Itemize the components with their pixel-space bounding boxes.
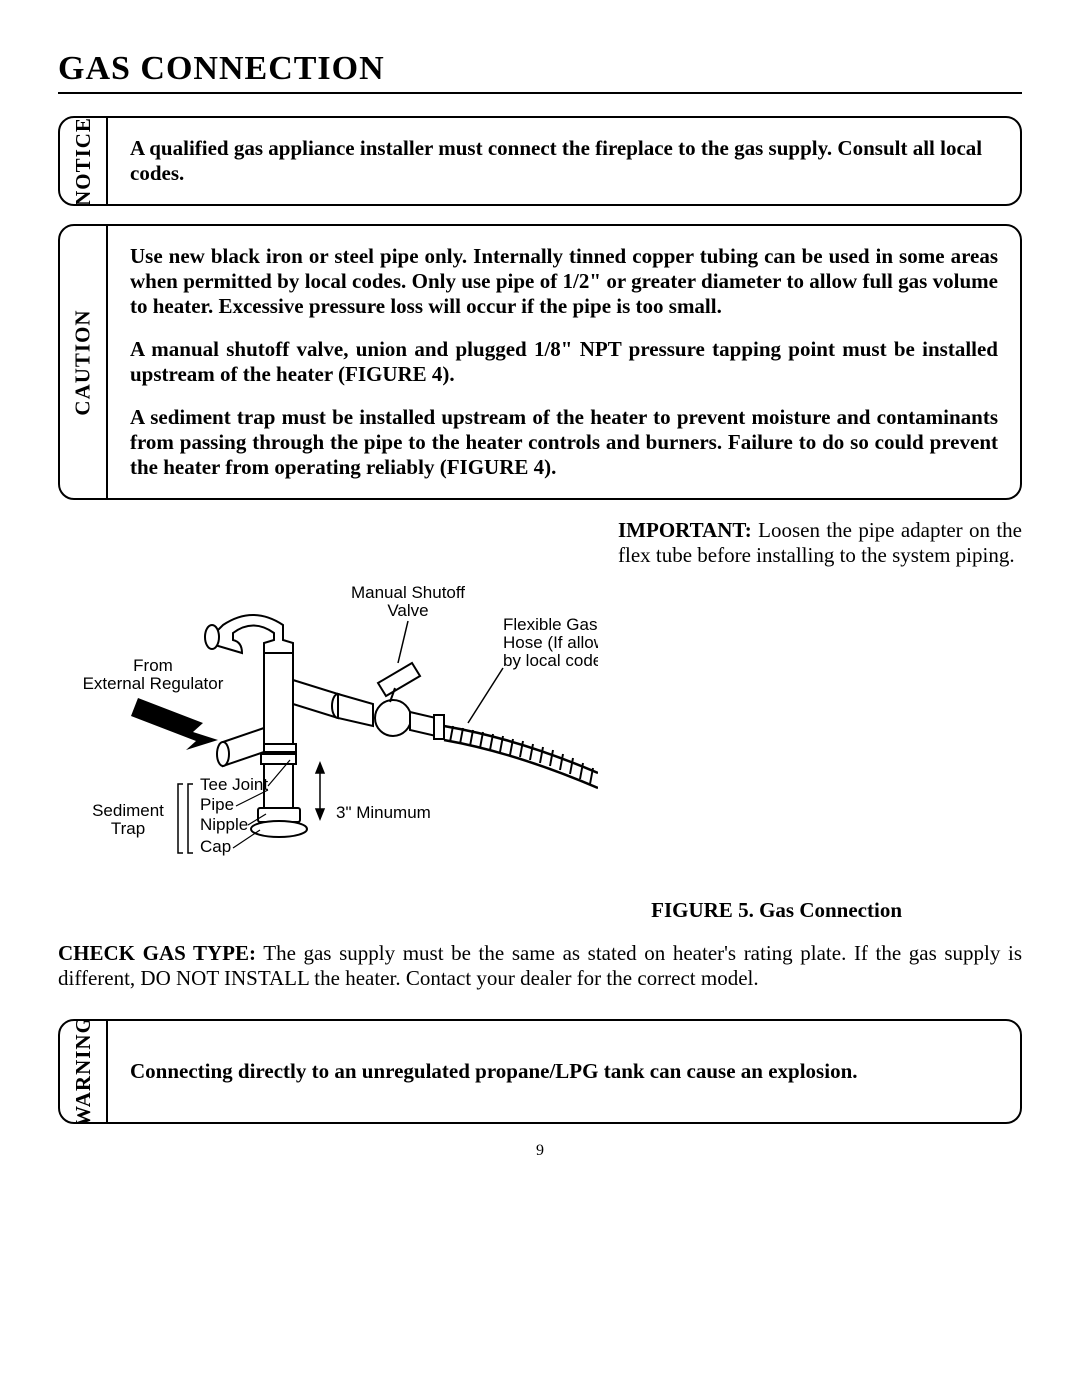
notice-label-wrap: NOTICE <box>60 118 108 204</box>
check-gas-paragraph: CHECK GAS TYPE: The gas supply must be t… <box>58 941 1022 991</box>
notice-text: A qualified gas appliance installer must… <box>130 136 998 186</box>
warning-text: Connecting directly to an unregulated pr… <box>130 1059 858 1084</box>
figure-column: Manual Shutoff Valve Flexible Gas Hose (… <box>58 518 598 878</box>
figure-caption: FIGURE 5. Gas Connection <box>58 898 1022 923</box>
label-from-2: External Regulator <box>83 674 224 693</box>
check-gas-label: CHECK GAS TYPE: <box>58 941 256 965</box>
page-number: 9 <box>58 1142 1022 1160</box>
label-flex-hose-3: by local codes) <box>503 651 598 670</box>
caution-label-wrap: CAUTION <box>60 226 108 498</box>
label-manual-shutoff-1: Manual Shutoff <box>351 583 465 602</box>
label-flex-hose-2: Hose (If allowed <box>503 633 598 652</box>
label-from-1: From <box>133 656 173 675</box>
caution-label: CAUTION <box>71 309 96 415</box>
caution-p2: A manual shutoff valve, union and plugge… <box>130 337 998 387</box>
figure-row: Manual Shutoff Valve Flexible Gas Hose (… <box>58 518 1022 878</box>
label-manual-shutoff-2: Valve <box>387 601 428 620</box>
page-title: GAS CONNECTION <box>58 50 1022 94</box>
label-nipple: Nipple <box>200 815 248 834</box>
notice-box: NOTICE A qualified gas appliance install… <box>58 116 1022 206</box>
label-cap: Cap <box>200 837 231 856</box>
caution-box: CAUTION Use new black iron or steel pipe… <box>58 224 1022 500</box>
label-tee-joint: Tee Joint <box>200 775 268 794</box>
notice-body: A qualified gas appliance installer must… <box>108 118 1020 204</box>
gas-connection-diagram: Manual Shutoff Valve Flexible Gas Hose (… <box>58 518 598 878</box>
warning-box: WARNING Connecting directly to an unregu… <box>58 1019 1022 1124</box>
important-label: IMPORTANT: <box>618 518 752 542</box>
warning-label-wrap: WARNING <box>60 1021 108 1122</box>
warning-label: WARNING <box>71 1019 96 1124</box>
label-sediment-2: Trap <box>111 819 145 838</box>
caution-p1: Use new black iron or steel pipe only. I… <box>130 244 998 319</box>
arrow-icon <box>131 698 218 750</box>
caution-p3: A sediment trap must be installed upstre… <box>130 405 998 480</box>
page: GAS CONNECTION NOTICE A qualified gas ap… <box>0 0 1080 1190</box>
warning-body: Connecting directly to an unregulated pr… <box>108 1021 1020 1122</box>
label-flex-hose-1: Flexible Gas <box>503 615 597 634</box>
label-three-min: 3" Minumum <box>336 803 431 822</box>
label-sediment-1: Sediment <box>92 801 164 820</box>
important-column: IMPORTANT: Loosen the pipe adapter on th… <box>618 518 1022 568</box>
label-pipe: Pipe <box>200 795 234 814</box>
notice-label: NOTICE <box>71 117 96 206</box>
caution-body: Use new black iron or steel pipe only. I… <box>108 226 1020 498</box>
